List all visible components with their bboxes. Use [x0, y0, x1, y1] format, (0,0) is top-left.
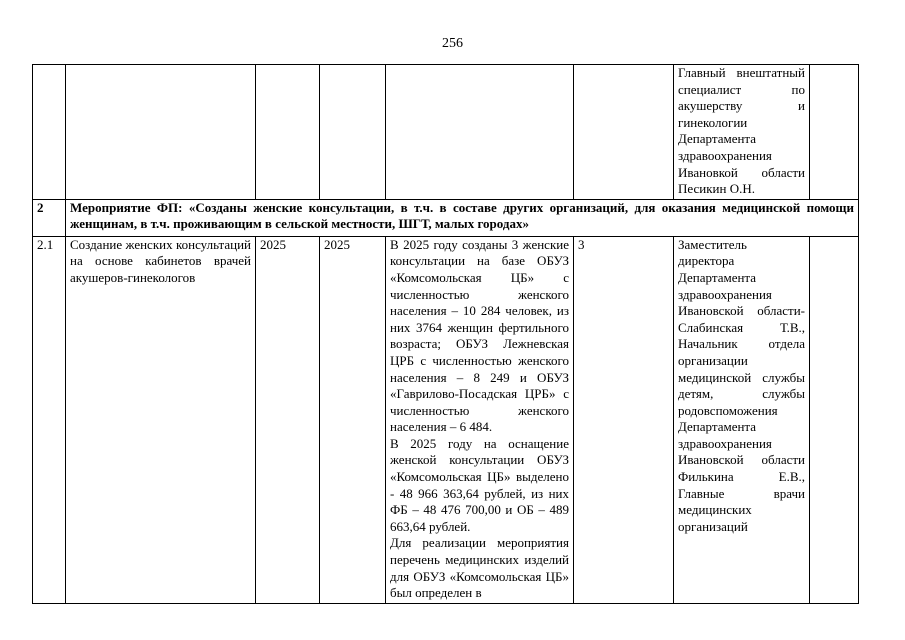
cell-cont-count [573, 64, 674, 200]
table-row-continuation: Главный внештатный специалист по акушерс… [32, 64, 859, 200]
cell-item-count: 3 [573, 235, 674, 604]
cell-item-extra [809, 235, 859, 604]
cell-cont-name [65, 64, 256, 200]
cell-item-year-start: 2025 [255, 235, 320, 604]
cell-item-name: Создание женских консультаций на основе … [65, 235, 256, 604]
description-paragraph-2: В 2025 году на оснащение женской консуль… [390, 435, 569, 534]
description-paragraph-1: В 2025 году созданы 3 женские консультац… [390, 236, 569, 435]
description-paragraph-3: Для реализации мероприятия перечень меди… [390, 535, 569, 601]
cell-cont-year-start [255, 64, 320, 200]
cell-section-title: Мероприятие ФП: «Созданы женские консуль… [65, 198, 859, 237]
table-row-item: 2.1 Создание женских консультаций на осн… [32, 235, 859, 604]
measures-table: Главный внештатный специалист по акушерс… [32, 64, 859, 604]
cell-item-responsible: Заместитель директора Департамента здрав… [673, 235, 810, 604]
cell-item-num: 2.1 [32, 235, 66, 604]
table-row-section-header: 2 Мероприятие ФП: «Созданы женские консу… [32, 198, 859, 237]
cell-item-year-end: 2025 [319, 235, 386, 604]
cell-cont-num [32, 64, 66, 200]
cell-cont-description [385, 64, 574, 200]
cell-item-description: В 2025 году созданы 3 женские консультац… [385, 235, 574, 604]
cell-section-num: 2 [32, 198, 66, 237]
cell-cont-extra [809, 64, 859, 200]
page-number: 256 [442, 36, 463, 51]
cell-cont-responsible: Главный внештатный специалист по акушерс… [673, 64, 810, 200]
cell-cont-year-end [319, 64, 386, 200]
